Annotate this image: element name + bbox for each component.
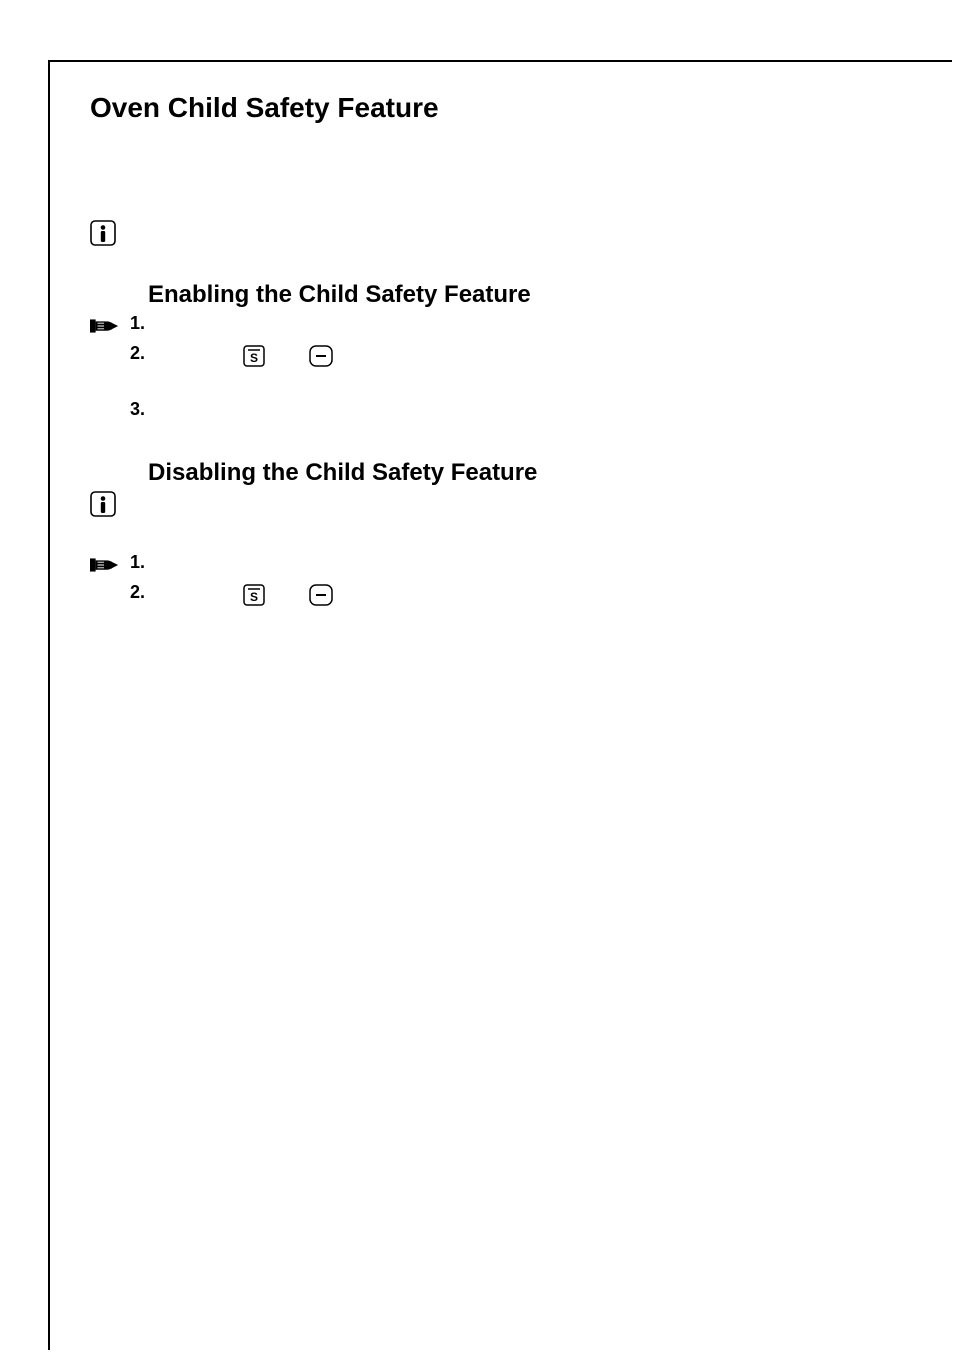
info-note-1-text: The child safety feature can be enabled … <box>130 220 912 270</box>
text-part: Press the <box>160 346 241 366</box>
disabling-step-1-text: If necessary, switch on the oven, e.g. i… <box>160 552 912 578</box>
enabling-step-2-text: Press the S and buttons at the same time… <box>160 343 912 395</box>
svg-text:S: S <box>250 590 258 604</box>
text-part: Press the <box>160 585 241 605</box>
step-number: 3. <box>130 399 150 420</box>
minus-button-icon <box>309 584 333 606</box>
step-number: 2. <box>130 343 150 364</box>
s-button-icon: S <box>243 584 265 606</box>
hand-pointer-icon <box>90 554 120 576</box>
hand-pointer-icon <box>90 315 120 337</box>
disabling-step-1: 1. If necessary, switch on the oven, e.g… <box>90 552 912 578</box>
s-button-icon: S <box>243 345 265 367</box>
info-note-1: The child safety feature can be enabled … <box>90 220 912 270</box>
enabling-step-1: 1. If necessary, switch on the oven. <box>90 313 912 339</box>
page-frame: Oven Child Safety Feature The oven has a… <box>48 60 952 1350</box>
enabling-step-3-text: If necessary, switch off the oven. <box>160 399 912 425</box>
info-icon <box>90 491 116 517</box>
info-note-2-text: After the a power failure the child safe… <box>130 491 912 541</box>
info-icon <box>90 220 116 246</box>
svg-text:S: S <box>250 351 258 365</box>
intro-paragraph: The oven has a child safety feature, wit… <box>90 140 912 190</box>
minus-button-icon <box>309 345 333 367</box>
enabling-step-2: 2. Press the S and buttons at the same t… <box>90 343 912 395</box>
info-note-2: After the a power failure the child safe… <box>90 491 912 541</box>
step-number: 2. <box>130 582 150 603</box>
text-part: and <box>272 585 307 605</box>
enabling-step-1-text: If necessary, switch on the oven. <box>160 313 912 339</box>
text-part: and <box>272 346 307 366</box>
page-title: Oven Child Safety Feature <box>90 92 912 124</box>
step-number: 1. <box>130 313 150 334</box>
disabling-step-2: 2. Press the S and buttons at the same t… <box>90 582 912 660</box>
enabling-step-3: 3. If necessary, switch off the oven. <box>90 399 912 425</box>
disabling-heading: Disabling the Child Safety Feature <box>148 459 912 487</box>
step-number: 1. <box>130 552 150 573</box>
enabling-heading: Enabling the Child Safety Feature <box>148 281 912 309</box>
text-part: buttons at the same time until the symbo… <box>160 346 877 392</box>
disabling-step-2-text: Press the S and buttons at the same time… <box>160 582 912 660</box>
